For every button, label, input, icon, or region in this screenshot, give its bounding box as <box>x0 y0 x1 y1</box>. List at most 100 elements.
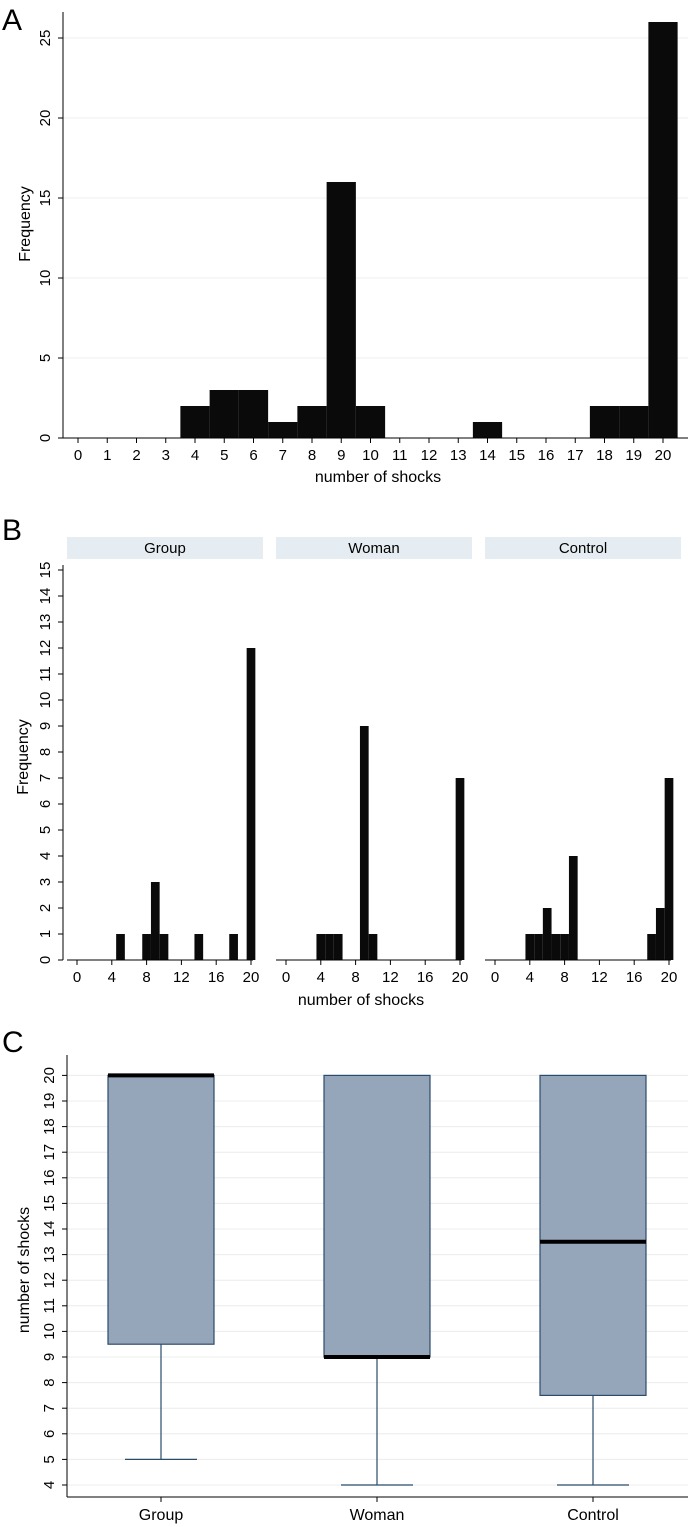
panel-b-x-tick-label: 20 <box>452 969 469 986</box>
panel-b-y-tick-label: 3 <box>37 878 54 886</box>
panel-c-category-label: Woman <box>350 1507 405 1524</box>
panel-a-x-tick-label: 1 <box>103 447 111 464</box>
panel-b-bar <box>142 934 151 960</box>
panel-c-box-plot: 4 5 6 7 8 9 10 11 12 13 14 15 16 17 18 19 20 Group Woman Co… <box>41 1055 688 1524</box>
panel-b-bar <box>568 856 578 960</box>
panel-a-x-tick-label: 6 <box>249 447 257 464</box>
panel-b-bar <box>229 934 238 960</box>
panel-b-x-tick-label: 20 <box>661 969 678 986</box>
panel-a-bar <box>180 406 210 438</box>
panel-b-bar <box>325 934 334 960</box>
panel-label-b: B <box>2 514 22 547</box>
panel-b-bar <box>333 934 343 960</box>
panel-a-x-tick-label: 8 <box>308 447 316 464</box>
panel-a-bar <box>355 406 386 438</box>
panel-b-facet-strip <box>67 537 263 559</box>
panel-c-y-tick-label: 11 <box>41 1298 58 1314</box>
panel-a-x-tick-label: 11 <box>392 447 408 464</box>
panel-c-y-tick-label: 6 <box>41 1430 58 1438</box>
panel-b-facet-strip <box>276 537 472 559</box>
panel-a-x-tick-label: 20 <box>655 447 672 464</box>
panel-b-y-tick-label: 6 <box>37 800 54 808</box>
panel-c-box <box>323 1074 431 1358</box>
panel-b-bar <box>159 934 169 960</box>
panel-c-y-tick-label: 12 <box>41 1272 58 1289</box>
panel-a-y-tick-label: 5 <box>37 354 54 362</box>
panel-b-bar <box>647 934 656 960</box>
panel-c-y-tick-label: 10 <box>41 1323 58 1340</box>
panel-c-y-tick-label: 17 <box>41 1144 58 1161</box>
panel-a-x-tick-label: 5 <box>220 447 228 464</box>
panel-b-y-tick-label: 13 <box>37 614 54 631</box>
panel-a-x-tick-label: 13 <box>450 447 467 464</box>
panel-b-y-tick-label: 7 <box>37 774 54 782</box>
panel-b-y-tick-label: 4 <box>37 852 54 860</box>
panel-b-x-tick-label: 0 <box>282 969 290 986</box>
panel-a-x-tick-label: 7 <box>279 447 287 464</box>
panel-b-x-tick-label: 4 <box>526 969 534 986</box>
panel-b-facet-label: Group <box>144 540 186 557</box>
panel-b-y-tick-label: 8 <box>37 748 54 756</box>
panel-c-category-label: Group <box>139 1507 184 1524</box>
panel-b-x-tick-label: 8 <box>351 969 359 986</box>
panel-a-bar <box>648 22 678 438</box>
panel-a-y-tick-label: 15 <box>37 190 54 207</box>
panel-b-y-tick-label: 14 <box>37 588 54 605</box>
panel-b-bar <box>194 934 204 960</box>
panel-b-x-tick-label: 16 <box>626 969 643 986</box>
panel-b-y-tick-label: 5 <box>37 826 54 834</box>
panel-c-y-tick-label: 13 <box>41 1246 58 1263</box>
panel-c-y-axis-title: number of shocks <box>16 1207 33 1333</box>
panel-b-bar <box>246 648 256 960</box>
panel-b-y-tick-label: 9 <box>37 722 54 730</box>
panel-b-y-tick-label: 2 <box>37 904 54 912</box>
panel-b-x-tick-label: 12 <box>591 969 608 986</box>
panel-a-x-tick-label: 12 <box>421 447 438 464</box>
panel-b-bar <box>116 934 125 960</box>
panel-b-bar <box>455 778 465 960</box>
panel-c-y-tick-label: 18 <box>41 1118 58 1135</box>
panel-b-x-tick-label: 16 <box>208 969 225 986</box>
panel-b-y-tick-label: 10 <box>37 692 54 709</box>
panel-c-y-tick-label: 15 <box>41 1195 58 1212</box>
panel-a-bar <box>472 422 503 438</box>
panel-label-c: C <box>2 1026 24 1059</box>
panel-c-y-tick-label: 19 <box>41 1093 58 1110</box>
panel-b-x-tick-label: 12 <box>173 969 190 986</box>
panel-c-y-tick-label: 16 <box>41 1169 58 1186</box>
panel-b-x-tick-label: 4 <box>108 969 116 986</box>
panel-a-x-tick-label: 3 <box>162 447 170 464</box>
panel-a-bar <box>268 422 298 438</box>
panel-a-x-tick-label: 19 <box>625 447 642 464</box>
panel-c-y-tick-label: 14 <box>41 1221 58 1238</box>
panel-a-bar <box>589 406 620 438</box>
panel-a-x-tick-label: 15 <box>508 447 525 464</box>
panel-a-bar <box>238 390 269 438</box>
panel-a-x-tick-label: 10 <box>362 447 379 464</box>
panel-c-y-tick-label: 5 <box>41 1455 58 1463</box>
panel-a-y-tick-label: 20 <box>37 110 54 127</box>
panel-b-x-tick-label: 16 <box>417 969 434 986</box>
panel-b-facet-strip <box>485 537 681 559</box>
panel-b-y-tick-label: 12 <box>37 640 54 657</box>
panel-a-y-tick-label: 25 <box>37 30 54 47</box>
panel-b-y-tick-label: 11 <box>37 666 54 682</box>
panel-b-y-tick-label: 0 <box>37 956 54 964</box>
panel-b-bar <box>359 726 369 960</box>
panel-a-x-tick-label: 17 <box>567 447 584 464</box>
panel-c-y-tick-label: 4 <box>41 1481 58 1489</box>
panel-b-bar <box>560 934 569 960</box>
panel-b-bar <box>542 908 552 960</box>
panel-b-bar <box>664 778 674 960</box>
panel-b-x-tick-label: 0 <box>73 969 81 986</box>
panel-a-x-axis-title: number of shocks <box>315 469 441 486</box>
panel-a-y-axis-title: Frequency <box>17 186 34 262</box>
panel-b-x-tick-label: 8 <box>142 969 150 986</box>
panel-c-y-tick-label: 8 <box>41 1378 58 1386</box>
panel-a-x-tick-label: 4 <box>191 447 199 464</box>
panel-a-x-tick-label: 16 <box>538 447 555 464</box>
panel-b-facet-label: Control <box>559 540 607 557</box>
